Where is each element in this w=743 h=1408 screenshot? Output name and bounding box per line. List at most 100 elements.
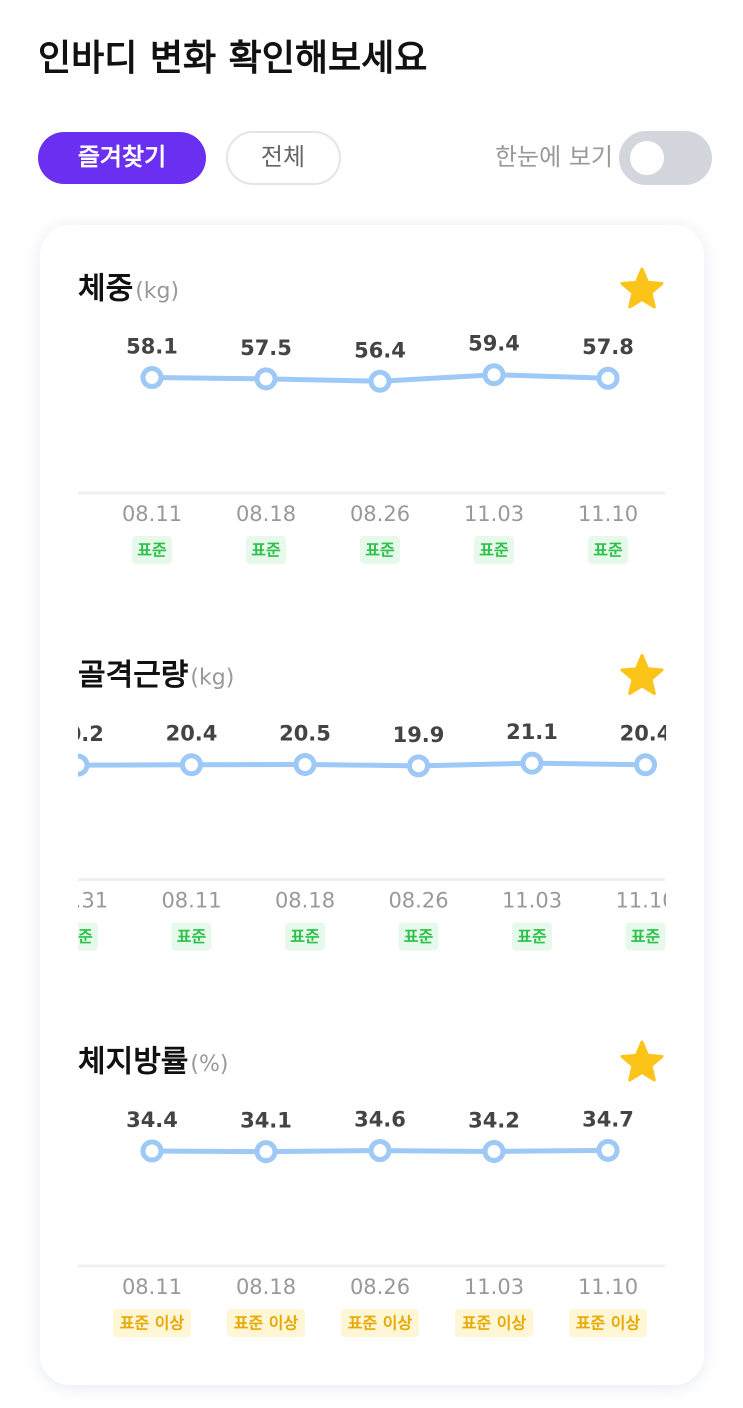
trend-line <box>78 760 646 769</box>
data-point <box>368 1139 392 1163</box>
value-label: 57.5 <box>240 336 292 360</box>
status-label: 표준 이상 <box>348 1314 413 1333</box>
date-label: 11.10 <box>615 889 675 913</box>
status-badge <box>246 536 286 564</box>
status-label: 표준 <box>63 927 93 946</box>
status-label: 표준 <box>404 927 434 946</box>
value-label: 34.6 <box>354 1108 406 1132</box>
status-badge <box>78 922 98 951</box>
date-label: 11.10 <box>578 502 638 526</box>
date-label: 08.11 <box>161 889 221 913</box>
status-label: 표준 <box>631 927 661 946</box>
status-label: 표준 <box>251 541 281 560</box>
date-label: 08.11 <box>122 1275 182 1299</box>
status-badge <box>455 1309 533 1337</box>
date-label: 08.18 <box>236 1275 296 1299</box>
value-label: 20.4 <box>620 722 672 746</box>
value-label: 34.1 <box>240 1109 292 1133</box>
status-badge <box>474 536 514 564</box>
data-point <box>407 754 430 778</box>
value-label: 58.1 <box>126 335 178 359</box>
toggle-label: 한눈에 보기 <box>495 143 613 171</box>
data-point <box>368 369 392 393</box>
status-badge <box>341 1309 419 1337</box>
data-point <box>596 366 620 390</box>
chart: 20.2 07.31 표준 20.4 08.11 표준 20.5 08.18 표준 19.9 08.… <box>48 720 675 951</box>
status-badge <box>512 922 552 951</box>
value-label: 20.2 <box>52 722 104 746</box>
date-label: 08.26 <box>350 1275 410 1299</box>
status-badge <box>132 536 172 564</box>
value-label: 19.9 <box>393 723 445 747</box>
value-label: 20.5 <box>279 722 331 746</box>
chart: 58.1 08.11 표준 57.5 08.18 표준 56.4 08.26 표준 59.4 11.… <box>78 332 665 564</box>
value-label: 34.2 <box>468 1108 520 1132</box>
card-title: 골격근량 <box>78 658 189 693</box>
status-badge <box>625 922 666 951</box>
data-point <box>520 751 544 775</box>
data-point <box>596 1138 620 1162</box>
data-point <box>482 1139 506 1163</box>
favorite-star[interactable] <box>620 267 664 309</box>
value-label: 34.7 <box>582 1107 634 1131</box>
data-point <box>180 753 203 777</box>
date-label: 08.18 <box>236 502 296 526</box>
status-label: 표준 <box>290 927 320 946</box>
status-label: 표준 이상 <box>234 1314 299 1333</box>
status-label: 표준 이상 <box>120 1314 185 1333</box>
date-label: 08.11 <box>122 502 182 526</box>
card-unit: (%) <box>190 1052 228 1077</box>
value-label: 57.8 <box>582 335 634 359</box>
favorite-star[interactable] <box>620 654 664 695</box>
data-point <box>140 366 164 390</box>
status-badge <box>569 1309 647 1337</box>
status-badge <box>588 536 628 564</box>
date-label: 07.31 <box>48 889 108 913</box>
status-label: 표준 <box>479 541 509 560</box>
date-label: 08.18 <box>275 889 335 913</box>
date-label: 11.10 <box>578 1275 638 1299</box>
card-unit: (kg) <box>135 279 179 304</box>
status-label: 표준 이상 <box>576 1314 641 1333</box>
favorite-star[interactable] <box>620 1040 664 1082</box>
value-label: 34.4 <box>126 1108 178 1132</box>
status-badge <box>171 922 212 951</box>
data-point <box>254 1140 278 1164</box>
status-badge <box>285 922 325 951</box>
status-badge <box>360 536 400 564</box>
status-label: 표준 <box>593 541 623 560</box>
value-label: 20.4 <box>166 722 218 746</box>
status-badge <box>398 922 439 951</box>
value-label: 21.1 <box>506 720 558 744</box>
card-title: 체중 <box>78 272 133 307</box>
data-point <box>293 753 317 776</box>
value-label: 56.4 <box>354 338 406 362</box>
chart: 34.4 08.11 표준 이상 34.1 08.18 표준 이상 34.6 08.26 표준 … <box>78 1107 665 1337</box>
toggle-knob[interactable] <box>630 141 664 175</box>
tab-label[interactable]: 전체 <box>261 143 305 171</box>
date-label: 08.26 <box>388 889 448 913</box>
page-title: 인바디 변화 확인해보세요 <box>38 38 427 79</box>
card-unit: (kg) <box>190 666 234 691</box>
date-label: 11.03 <box>502 889 562 913</box>
status-badge <box>113 1309 191 1337</box>
card <box>40 225 704 1385</box>
data-point <box>254 367 278 391</box>
status-label: 표준 <box>137 541 167 560</box>
date-label: 08.26 <box>350 502 410 526</box>
tab-label[interactable]: 즐겨찾기 <box>78 143 166 171</box>
tab-favorites[interactable] <box>38 132 206 184</box>
data-point <box>482 363 506 387</box>
date-label: 11.03 <box>464 502 524 526</box>
status-label: 표준 <box>365 541 395 560</box>
tab-all[interactable] <box>226 131 341 185</box>
data-point <box>140 1139 164 1163</box>
status-label: 표준 이상 <box>462 1314 527 1333</box>
data-point <box>634 753 657 777</box>
status-badge <box>227 1309 305 1337</box>
date-label: 11.03 <box>464 1275 524 1299</box>
status-label: 표준 <box>517 927 547 946</box>
data-point <box>78 753 90 777</box>
card-title: 체지방률 <box>78 1045 188 1080</box>
